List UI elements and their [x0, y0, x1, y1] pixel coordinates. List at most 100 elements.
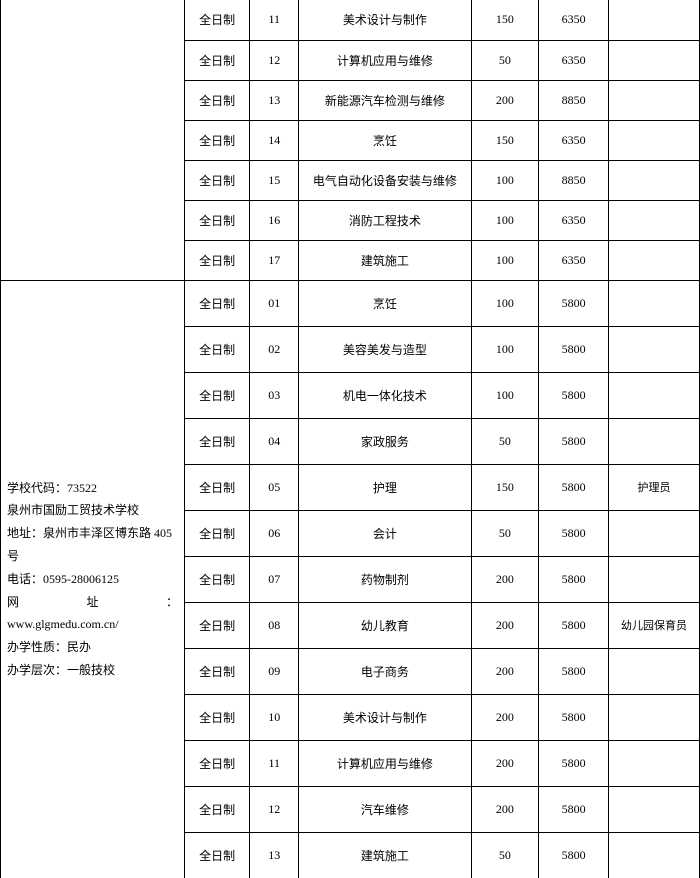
cell-major: 药物制剂: [299, 556, 471, 602]
cell-type: 全日制: [185, 120, 250, 160]
cell-type: 全日制: [185, 0, 250, 40]
cell-quota: 200: [471, 80, 539, 120]
cell-type: 全日制: [185, 556, 250, 602]
cell-note: 幼儿园保育员: [609, 602, 700, 648]
cell-fee: 5800: [539, 556, 609, 602]
cell-num: 05: [250, 464, 299, 510]
school-level: 一般技校: [67, 663, 115, 677]
cell-quota: 150: [471, 120, 539, 160]
cell-major: 电气自动化设备安装与维修: [299, 160, 471, 200]
cell-fee: 5800: [539, 510, 609, 556]
cell-note: [609, 648, 700, 694]
cell-note: [609, 786, 700, 832]
cell-note: [609, 832, 700, 878]
cell-note: [609, 510, 700, 556]
cell-quota: 100: [471, 240, 539, 280]
cell-type: 全日制: [185, 464, 250, 510]
cell-num: 09: [250, 648, 299, 694]
school-name: 泉州市国励工贸技术学校: [7, 503, 139, 517]
school-url-label2: 址: [87, 591, 99, 614]
cell-major: 会计: [299, 510, 471, 556]
cell-major: 建筑施工: [299, 832, 471, 878]
cell-type: 全日制: [185, 418, 250, 464]
cell-num: 07: [250, 556, 299, 602]
cell-num: 13: [250, 832, 299, 878]
cell-note: [609, 240, 700, 280]
school2-info-cell: 学校代码：73522泉州市国励工贸技术学校地址：泉州市丰泽区博东路 405 号电…: [1, 280, 185, 878]
table-row: 学校代码：73522泉州市国励工贸技术学校地址：泉州市丰泽区博东路 405 号电…: [1, 280, 700, 326]
cell-type: 全日制: [185, 510, 250, 556]
cell-fee: 6350: [539, 40, 609, 80]
cell-type: 全日制: [185, 602, 250, 648]
cell-note: [609, 160, 700, 200]
cell-note: [609, 694, 700, 740]
cell-type: 全日制: [185, 40, 250, 80]
cell-num: 12: [250, 786, 299, 832]
cell-note: [609, 326, 700, 372]
cell-num: 11: [250, 0, 299, 40]
cell-note: [609, 280, 700, 326]
cell-quota: 100: [471, 200, 539, 240]
cell-quota: 100: [471, 280, 539, 326]
cell-quota: 50: [471, 418, 539, 464]
cell-fee: 6350: [539, 200, 609, 240]
cell-note: [609, 80, 700, 120]
cell-major: 烹饪: [299, 280, 471, 326]
cell-type: 全日制: [185, 694, 250, 740]
cell-note: [609, 418, 700, 464]
cell-note: [609, 556, 700, 602]
cell-fee: 5800: [539, 740, 609, 786]
cell-major: 汽车维修: [299, 786, 471, 832]
cell-type: 全日制: [185, 740, 250, 786]
cell-quota: 200: [471, 556, 539, 602]
school-url-colon: ：: [166, 591, 178, 614]
cell-num: 14: [250, 120, 299, 160]
cell-quota: 200: [471, 602, 539, 648]
cell-major: 美术设计与制作: [299, 694, 471, 740]
school-level-label: 办学层次：: [7, 663, 67, 677]
cell-num: 13: [250, 80, 299, 120]
cell-num: 01: [250, 280, 299, 326]
cell-fee: 5800: [539, 602, 609, 648]
school-tel: 0595-28006125: [43, 572, 119, 586]
cell-fee: 6350: [539, 0, 609, 40]
cell-num: 15: [250, 160, 299, 200]
enrollment-table: 全日制11美术设计与制作1506350全日制12计算机应用与维修506350全日…: [0, 0, 700, 878]
cell-num: 12: [250, 40, 299, 80]
cell-quota: 150: [471, 0, 539, 40]
cell-fee: 5800: [539, 694, 609, 740]
school-code: 73522: [67, 481, 97, 495]
cell-major: 消防工程技术: [299, 200, 471, 240]
cell-quota: 200: [471, 694, 539, 740]
cell-type: 全日制: [185, 326, 250, 372]
cell-quota: 200: [471, 740, 539, 786]
table-row: 全日制11美术设计与制作1506350: [1, 0, 700, 40]
cell-quota: 50: [471, 40, 539, 80]
cell-note: [609, 0, 700, 40]
school-url: www.glgmedu.com.cn/: [7, 617, 119, 631]
cell-major: 幼儿教育: [299, 602, 471, 648]
cell-quota: 50: [471, 510, 539, 556]
cell-note: [609, 40, 700, 80]
cell-fee: 5800: [539, 372, 609, 418]
cell-major: 机电一体化技术: [299, 372, 471, 418]
cell-num: 04: [250, 418, 299, 464]
cell-note: [609, 740, 700, 786]
cell-quota: 150: [471, 464, 539, 510]
cell-major: 美容美发与造型: [299, 326, 471, 372]
cell-quota: 50: [471, 832, 539, 878]
cell-type: 全日制: [185, 160, 250, 200]
cell-note: 护理员: [609, 464, 700, 510]
cell-num: 11: [250, 740, 299, 786]
cell-fee: 5800: [539, 464, 609, 510]
cell-num: 10: [250, 694, 299, 740]
cell-num: 03: [250, 372, 299, 418]
cell-fee: 5800: [539, 832, 609, 878]
cell-type: 全日制: [185, 786, 250, 832]
cell-major: 美术设计与制作: [299, 0, 471, 40]
cell-major: 建筑施工: [299, 240, 471, 280]
cell-quota: 100: [471, 372, 539, 418]
cell-major: 电子商务: [299, 648, 471, 694]
school-url-label: 网: [7, 591, 19, 614]
cell-quota: 100: [471, 160, 539, 200]
